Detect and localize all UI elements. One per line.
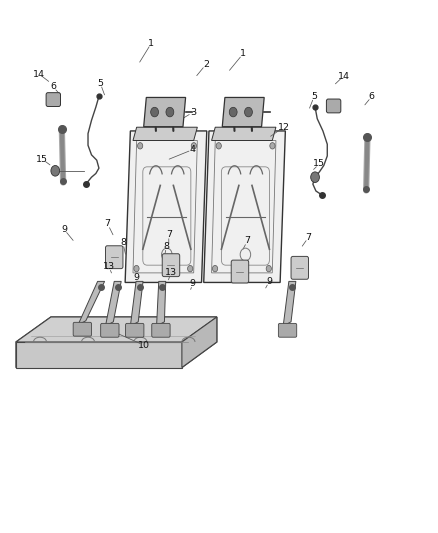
- Text: 8: 8: [164, 242, 170, 251]
- Text: 9: 9: [61, 225, 67, 234]
- Text: 3: 3: [190, 108, 196, 117]
- Circle shape: [229, 107, 237, 117]
- Text: 13: 13: [103, 262, 115, 271]
- Text: 9: 9: [133, 273, 139, 281]
- Text: 15: 15: [36, 155, 48, 164]
- Text: 7: 7: [105, 220, 111, 229]
- Text: 14: 14: [337, 71, 350, 80]
- Circle shape: [244, 107, 252, 117]
- Text: 12: 12: [278, 123, 290, 132]
- Polygon shape: [133, 127, 198, 141]
- Polygon shape: [204, 131, 286, 282]
- FancyBboxPatch shape: [101, 324, 119, 337]
- Circle shape: [166, 107, 174, 117]
- Polygon shape: [182, 317, 217, 368]
- Text: 6: 6: [50, 82, 56, 91]
- FancyBboxPatch shape: [46, 93, 60, 107]
- Circle shape: [270, 143, 275, 149]
- Text: 10: 10: [138, 341, 150, 350]
- Polygon shape: [16, 317, 217, 342]
- Text: 7: 7: [306, 233, 311, 242]
- Text: 9: 9: [190, 279, 196, 288]
- Text: 7: 7: [244, 237, 251, 246]
- Circle shape: [187, 265, 193, 272]
- FancyBboxPatch shape: [279, 324, 297, 337]
- FancyBboxPatch shape: [126, 324, 144, 337]
- Circle shape: [134, 265, 139, 272]
- Text: 5: 5: [311, 92, 317, 101]
- Circle shape: [212, 265, 218, 272]
- Polygon shape: [131, 281, 143, 326]
- Text: 7: 7: [166, 230, 172, 239]
- Polygon shape: [16, 317, 217, 368]
- Circle shape: [51, 165, 60, 176]
- FancyBboxPatch shape: [291, 256, 308, 279]
- Polygon shape: [78, 281, 105, 325]
- Text: 13: 13: [165, 269, 177, 277]
- FancyBboxPatch shape: [231, 260, 249, 283]
- Circle shape: [191, 143, 197, 149]
- Circle shape: [138, 143, 143, 149]
- Polygon shape: [156, 281, 166, 326]
- Text: 14: 14: [33, 70, 45, 78]
- Polygon shape: [212, 127, 276, 141]
- Polygon shape: [283, 281, 296, 326]
- Polygon shape: [222, 98, 264, 127]
- Text: 1: 1: [148, 39, 154, 48]
- Circle shape: [216, 143, 221, 149]
- Text: 6: 6: [369, 92, 375, 101]
- FancyBboxPatch shape: [106, 246, 123, 269]
- Text: 2: 2: [203, 60, 209, 69]
- Circle shape: [311, 172, 319, 182]
- Circle shape: [151, 107, 159, 117]
- Polygon shape: [125, 131, 207, 282]
- FancyBboxPatch shape: [326, 99, 341, 113]
- Text: 8: 8: [120, 238, 126, 247]
- Polygon shape: [16, 342, 182, 368]
- FancyBboxPatch shape: [73, 322, 92, 336]
- Polygon shape: [106, 281, 121, 326]
- Text: 5: 5: [97, 78, 103, 87]
- Polygon shape: [144, 98, 186, 127]
- FancyBboxPatch shape: [152, 324, 170, 337]
- Text: 4: 4: [190, 145, 196, 154]
- FancyBboxPatch shape: [162, 254, 180, 277]
- Text: 15: 15: [314, 159, 325, 168]
- Text: 1: 1: [240, 50, 246, 58]
- Circle shape: [266, 265, 272, 272]
- Text: 9: 9: [266, 277, 272, 286]
